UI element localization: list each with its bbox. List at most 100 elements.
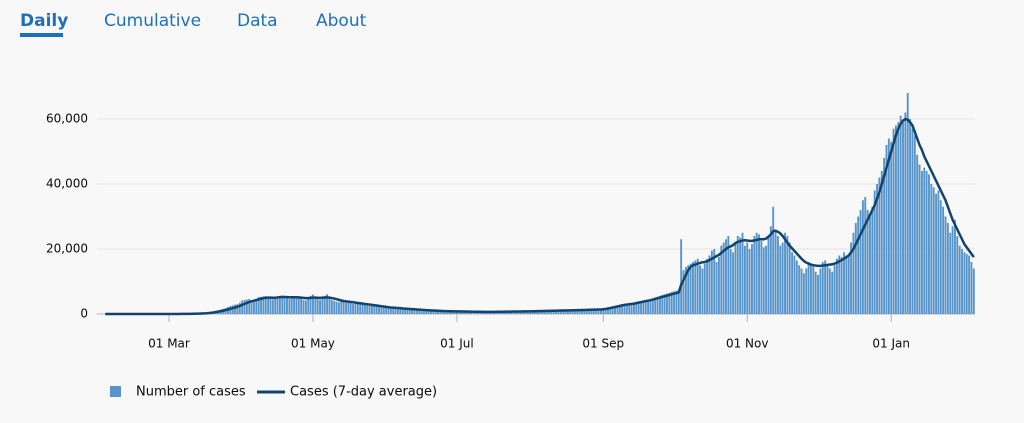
bar [838, 255, 841, 314]
bar [779, 245, 782, 314]
bar [618, 304, 621, 314]
bar [302, 299, 305, 314]
bar [576, 310, 579, 314]
bar [389, 307, 392, 314]
bar [902, 122, 904, 314]
bar [715, 262, 718, 314]
bar [557, 310, 560, 314]
x-tick-label: 01 Nov [726, 337, 769, 351]
bar [628, 303, 631, 314]
bar [880, 171, 883, 314]
bar [739, 237, 742, 314]
bar [845, 255, 848, 314]
bar [550, 310, 553, 314]
bar [283, 296, 286, 314]
bar [418, 309, 421, 314]
bar [656, 296, 659, 314]
bar [411, 309, 414, 314]
bar [965, 253, 968, 314]
bar [623, 304, 626, 314]
tab-daily[interactable]: Daily [20, 11, 68, 31]
bar [732, 252, 735, 314]
bar [864, 197, 867, 314]
bar [713, 249, 716, 314]
bar [786, 236, 789, 314]
tab-data[interactable]: Data [237, 11, 278, 31]
bar [519, 311, 522, 314]
bar [375, 305, 378, 314]
bar [920, 171, 923, 314]
bar [869, 216, 871, 314]
bar [583, 309, 586, 314]
bar [857, 216, 860, 314]
bar [602, 309, 605, 314]
bar [585, 309, 588, 314]
bar [614, 305, 617, 314]
bar [609, 307, 612, 314]
bar [406, 308, 409, 314]
bar [961, 249, 963, 314]
bar [281, 295, 284, 314]
bar [708, 255, 711, 314]
bar [231, 305, 234, 314]
bar [913, 135, 916, 314]
bar [805, 268, 808, 314]
bar [812, 266, 815, 314]
bar [666, 293, 668, 314]
bar [307, 297, 310, 314]
x-tick-label: 01 Mar [148, 337, 190, 351]
bar [382, 306, 385, 314]
bar [463, 311, 465, 314]
bar [387, 307, 390, 314]
bar [784, 232, 786, 314]
bar [736, 236, 739, 314]
x-tick-label: 01 May [291, 337, 335, 351]
bar [935, 193, 938, 314]
bar [524, 311, 527, 314]
bar [573, 310, 576, 314]
bar [243, 299, 246, 314]
bar [751, 244, 753, 314]
bar [956, 236, 959, 314]
bar [578, 310, 581, 314]
bar [972, 268, 975, 314]
bar [569, 310, 572, 314]
bar [234, 304, 237, 314]
bar [807, 262, 810, 314]
bar [571, 310, 574, 314]
bar [850, 242, 853, 314]
bar [255, 298, 258, 314]
bar [897, 122, 900, 314]
bar [904, 112, 907, 314]
bar [760, 240, 763, 314]
tab-cumulative[interactable]: Cumulative [104, 11, 201, 31]
bar [802, 273, 805, 314]
bar [963, 252, 966, 314]
bar [821, 262, 824, 314]
bar [720, 245, 723, 314]
bar [918, 164, 921, 314]
bar [286, 297, 288, 314]
bar [451, 311, 454, 314]
bar [267, 296, 270, 314]
bar [274, 298, 277, 314]
legend-label: Number of cases [136, 385, 246, 400]
bar [337, 302, 340, 314]
tab-about[interactable]: About [316, 11, 367, 31]
bar [380, 307, 383, 314]
bar [425, 310, 428, 314]
bar [916, 154, 919, 314]
bar [951, 226, 954, 314]
bar [640, 301, 642, 314]
bar [455, 311, 458, 314]
bar [345, 301, 347, 314]
bar [939, 200, 942, 314]
legend-swatch-bar [110, 386, 121, 397]
bar [946, 223, 949, 314]
bar [616, 305, 619, 314]
bar [767, 236, 770, 314]
bar [633, 302, 635, 314]
bar [564, 310, 567, 314]
bar [290, 297, 293, 314]
bar [271, 299, 274, 314]
